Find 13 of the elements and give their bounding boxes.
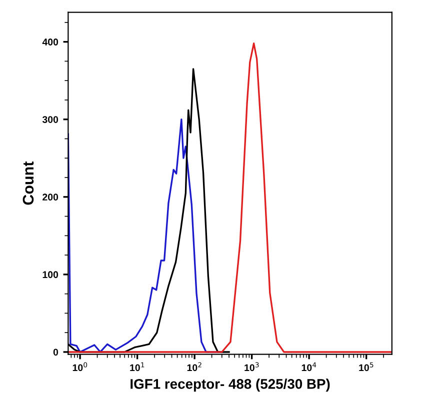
y-axis-title: Count xyxy=(22,161,34,205)
y-tick-label: 0 xyxy=(53,348,58,356)
x-tick-label: 10$^{0}$ xyxy=(72,362,88,372)
x-axis-title: IGF1 receptor- 488 (525/30 BP) xyxy=(130,378,330,392)
y-tick-label: 200 xyxy=(42,194,58,201)
x-tick-label: 10$^{2}$ xyxy=(187,362,202,372)
y-tick-label: 300 xyxy=(42,116,58,123)
y-tick-label: 100 xyxy=(42,271,58,278)
x-tick-label: 10$^{3}$ xyxy=(244,362,259,372)
y-tick-label: 400 xyxy=(42,38,58,46)
x-tick-label: 10$^{4}$ xyxy=(302,362,316,372)
x-tick-label: 10$^{1}$ xyxy=(130,362,144,372)
x-tick-label: 10$^{5}$ xyxy=(359,362,374,372)
